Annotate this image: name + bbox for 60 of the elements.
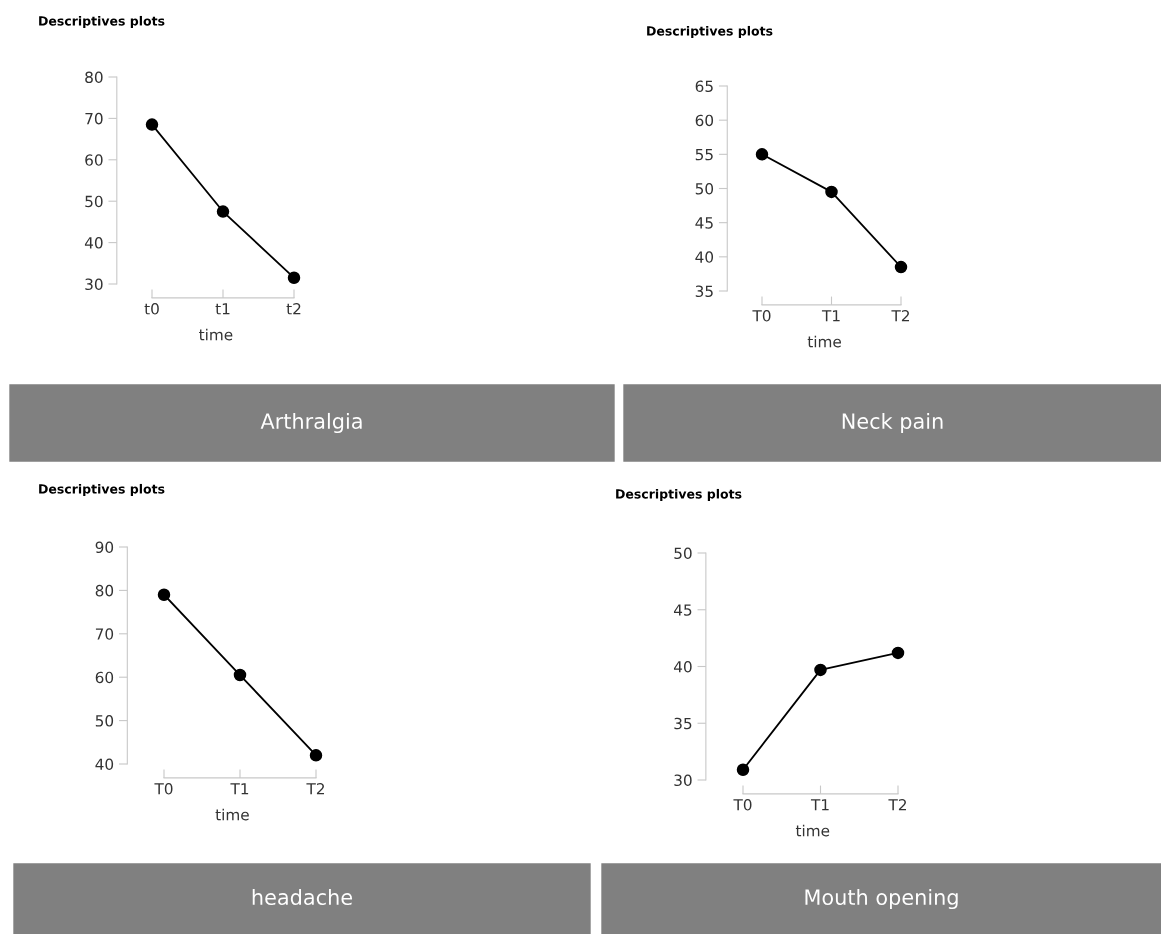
y-tick-label: 45	[695, 217, 713, 229]
text: headache	[252, 888, 353, 906]
point	[233, 668, 247, 682]
point	[894, 260, 908, 274]
x-tick-label: t0	[144, 303, 159, 315]
x-tick-label: T1	[810, 799, 829, 811]
x-axis-title: time	[807, 335, 841, 348]
y-tick-label: 55	[695, 149, 713, 161]
y-tick-label: 50	[695, 182, 714, 195]
point	[814, 663, 827, 677]
y-tick-label: 60	[95, 671, 114, 684]
point	[157, 588, 171, 601]
x-tick-label: t2	[286, 303, 301, 315]
chart-title: Descriptives plots	[39, 483, 165, 497]
x-tick-label: T2	[306, 783, 324, 795]
chart-title: Descriptives plots	[647, 25, 773, 39]
y-tick-label: 35	[674, 717, 692, 730]
point	[145, 118, 159, 131]
y-tick-label: 70	[95, 628, 114, 640]
x-axis-title: time	[199, 328, 233, 341]
y-tick-label: 80	[95, 584, 114, 597]
x-tick-label: T0	[752, 310, 771, 322]
y-tick-label: 60	[85, 154, 103, 166]
y-tick-label: 50	[674, 547, 692, 560]
x-tick-label: T1	[821, 310, 840, 322]
y-tick-label: 40	[84, 237, 103, 249]
x-axis-title: time	[215, 808, 249, 821]
x-tick-label: T1	[230, 783, 249, 795]
y-tick-label: 65	[695, 80, 713, 93]
text: Mouth opening	[805, 888, 958, 910]
y-tick-label: 40	[95, 758, 114, 771]
x-tick-label: t1	[215, 303, 230, 315]
x-tick-label: T0	[733, 799, 752, 811]
point	[891, 646, 905, 660]
y-tick-label: 60	[695, 114, 714, 127]
point	[736, 763, 750, 777]
point	[825, 185, 838, 199]
text: Arthralgia	[260, 412, 362, 434]
y-tick-label: 50	[85, 195, 103, 208]
x-tick-label: T2	[888, 799, 906, 811]
chart-title: Descriptives plots	[616, 488, 742, 502]
x-tick-label: T2	[891, 310, 909, 322]
y-tick-label: 30	[674, 774, 692, 787]
point	[216, 205, 230, 218]
point	[287, 271, 301, 285]
point	[755, 148, 769, 161]
y-tick-label: 30	[85, 278, 103, 291]
y-tick-label: 90	[95, 541, 114, 554]
point	[309, 749, 323, 762]
x-tick-label: T0	[154, 783, 173, 795]
y-tick-label: 50	[95, 715, 114, 727]
x-axis-title: time	[795, 824, 830, 837]
chart-title: Descriptives plots	[39, 15, 165, 29]
text: Neck pain	[842, 412, 943, 434]
y-tick-label: 45	[673, 604, 692, 616]
y-tick-label: 70	[85, 112, 103, 125]
y-tick-label: 40	[673, 660, 692, 673]
y-tick-label: 35	[695, 285, 713, 298]
y-tick-label: 80	[85, 71, 103, 84]
y-tick-label: 40	[695, 251, 714, 263]
